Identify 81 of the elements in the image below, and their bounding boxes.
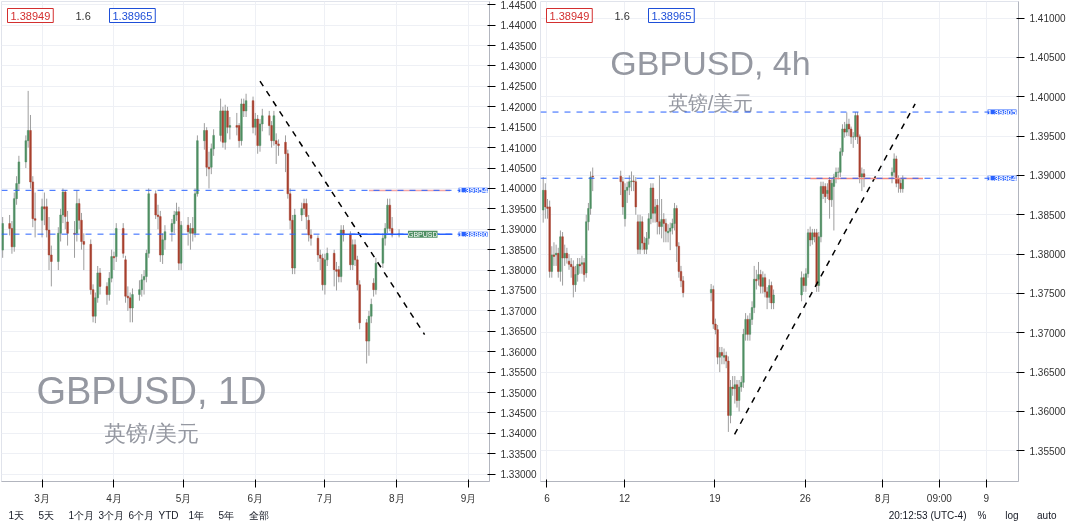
y-tick-label: 1.42000 — [500, 101, 538, 113]
annotation: 1.6 — [614, 9, 630, 22]
y-tick-label: 1.35000 — [500, 387, 538, 399]
text: 1天 — [8, 510, 25, 521]
annotation: 1.38965 — [651, 9, 692, 22]
text: YTD — [158, 510, 179, 521]
text: log — [1005, 510, 1019, 521]
text: GBPUSD, 1D — [36, 369, 267, 412]
y-tick-label: 1.38000 — [500, 265, 538, 277]
y-tick-label: 1.44000 — [500, 20, 538, 32]
text: 5年 — [218, 510, 235, 521]
y-tick-label: 1.43500 — [500, 40, 538, 52]
x-tick-label: 09:00 — [926, 492, 953, 504]
y-tick-label: 1.42500 — [500, 81, 538, 93]
y-tick-label: 1.38500 — [500, 244, 538, 256]
x-tick-label: 8月 — [388, 492, 405, 504]
x-tick-label: 9 — [983, 492, 990, 504]
ref-line-label: 1.38880 — [458, 229, 489, 239]
x-tick-label: 26 — [799, 492, 812, 504]
y-tick-label: 1.37000 — [1029, 327, 1067, 339]
y-tick-label: 1.36000 — [500, 346, 538, 358]
text: % — [977, 510, 987, 521]
y-tick-label: 1.35500 — [500, 367, 538, 379]
y-tick-label: 1.40000 — [500, 183, 538, 195]
y-tick-label: 1.41000 — [500, 142, 538, 154]
text: 1年 — [188, 510, 205, 521]
ref-line-label: 1.39954 — [458, 185, 489, 195]
y-tick-label: 1.34000 — [500, 428, 538, 440]
text: 1个月 — [68, 510, 95, 521]
y-tick-label: 1.36500 — [1029, 367, 1067, 379]
x-tick-label: 9月 — [460, 492, 477, 504]
x-tick-label: 3月 — [34, 492, 50, 504]
y-tick-label: 1.39500 — [500, 203, 538, 215]
y-tick-label: 1.40500 — [500, 163, 538, 175]
y-tick-label: 1.37500 — [1029, 288, 1067, 300]
ref-line-label: 1.38964 — [987, 173, 1018, 183]
annotation: 1.6 — [75, 9, 91, 22]
text: 英镑/美元 — [667, 91, 754, 114]
y-tick-label: 1.33000 — [500, 469, 538, 481]
text: auto — [1037, 510, 1057, 521]
x-tick-label: 8月 — [875, 492, 891, 504]
text: 5天 — [38, 510, 55, 521]
annotation: 1.38965 — [112, 9, 153, 22]
y-tick-label: 1.41000 — [1029, 13, 1067, 25]
y-tick-label: 1.35500 — [1029, 445, 1067, 457]
annotation: 1.38949 — [10, 9, 51, 22]
y-tick-label: 1.40000 — [1029, 91, 1067, 103]
y-tick-label: 1.40500 — [1029, 52, 1067, 64]
annotation: 1.38949 — [549, 9, 590, 22]
text: 全部 — [248, 510, 269, 521]
y-tick-label: 1.33500 — [500, 448, 538, 460]
text: 20:12:53 (UTC-4) — [888, 510, 967, 521]
y-tick-label: 1.38000 — [1029, 249, 1067, 261]
y-tick-label: 1.36500 — [500, 326, 538, 338]
x-tick-label: 6月 — [247, 492, 264, 504]
candlestick — [187, 216, 190, 247]
y-tick-label: 1.37500 — [500, 285, 538, 297]
text: 3个月 — [98, 510, 125, 521]
text: 英镑/美元 — [104, 420, 199, 446]
y-tick-label: 1.44500 — [500, 0, 538, 11]
x-tick-label: 5月 — [175, 492, 192, 504]
y-tick-label: 1.43000 — [500, 60, 538, 72]
x-tick-label: 4月 — [106, 492, 122, 504]
text: 6个月 — [128, 510, 155, 521]
y-tick-label: 1.36000 — [1029, 406, 1067, 418]
candlestick — [140, 273, 143, 298]
candlestick — [300, 202, 303, 222]
y-tick-label: 1.34500 — [500, 407, 538, 419]
x-tick-label: 6 — [544, 492, 551, 504]
ref-line-label: 1.39805 — [987, 107, 1018, 117]
candlestick — [131, 287, 134, 323]
x-tick-label: 12 — [618, 492, 631, 504]
y-tick-label: 1.39500 — [1029, 131, 1067, 143]
y-tick-label: 1.39000 — [1029, 170, 1067, 182]
x-tick-label: 7月 — [317, 492, 333, 504]
text: GBPUSD, 4h — [610, 43, 811, 82]
y-tick-label: 1.37000 — [500, 305, 538, 317]
y-tick-label: 1.41500 — [500, 122, 538, 134]
y-tick-label: 1.39000 — [500, 224, 538, 236]
y-tick-label: 1.38500 — [1029, 209, 1067, 221]
x-tick-label: 19 — [709, 492, 721, 504]
